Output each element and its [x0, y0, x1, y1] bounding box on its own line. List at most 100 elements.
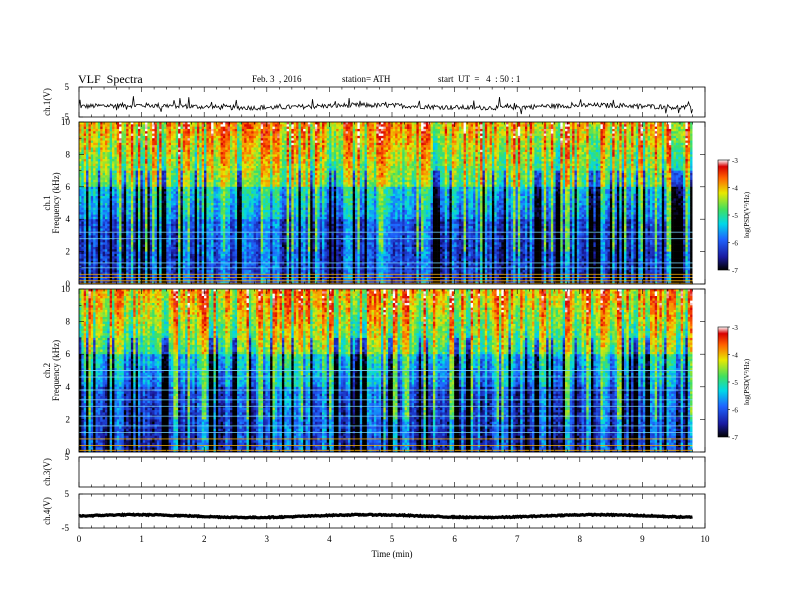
psd-cell [86, 270, 89, 273]
psd-cell [100, 182, 103, 185]
psd-cell [93, 249, 96, 252]
psd-cell [117, 127, 120, 130]
psd-cell [81, 259, 84, 262]
psd-cell [114, 203, 117, 206]
psd-cell [105, 154, 108, 157]
psd-cell [105, 215, 108, 218]
psd-cell [105, 249, 108, 252]
psd-cell [86, 219, 89, 222]
psd-cell [112, 233, 115, 236]
psd-cell [96, 208, 99, 211]
psd-cell [110, 141, 113, 144]
psd-cell [93, 224, 96, 227]
psd-cell [98, 263, 101, 266]
psd-cell [98, 212, 101, 215]
psd-cell [100, 247, 103, 250]
psd-cell [103, 210, 106, 213]
psd-cell [112, 205, 115, 208]
psd-cell [96, 240, 99, 243]
psd-cell [84, 159, 87, 162]
psd-cell [100, 161, 103, 164]
psd-cell [84, 203, 87, 206]
psd-cell [98, 240, 101, 243]
psd-cell [100, 173, 103, 176]
psd-cell [112, 145, 115, 148]
psd-cell [96, 147, 99, 150]
psd-cell [100, 228, 103, 231]
psd-cell [110, 270, 113, 273]
psd-cell [88, 201, 91, 204]
psd-cell [107, 178, 110, 181]
psd-cell [86, 161, 89, 164]
psd-cell [91, 252, 94, 255]
psd-cell [81, 210, 84, 213]
psd-cell [114, 252, 117, 255]
psd-cell [91, 136, 94, 139]
psd-cell [107, 240, 110, 243]
psd-cell [93, 161, 96, 164]
psd-cell [117, 143, 120, 146]
psd-cell [103, 166, 106, 169]
psd-cell [88, 208, 91, 211]
psd-cell [112, 187, 115, 190]
psd-cell [114, 166, 117, 169]
psd-cell [105, 228, 108, 231]
psd-cell [96, 161, 99, 164]
psd-cell [81, 161, 84, 164]
psd-cell [98, 256, 101, 259]
psd-cell [84, 205, 87, 208]
psd-cell [117, 228, 120, 231]
psd-cell [117, 203, 120, 206]
psd-cell [117, 270, 120, 273]
psd-cell [96, 196, 99, 199]
psd-cell [103, 212, 106, 215]
psd-cell [81, 256, 84, 259]
psd-cell [84, 173, 87, 176]
psd-cell [103, 159, 106, 162]
psd-cell [86, 168, 89, 171]
psd-cell [117, 166, 120, 169]
psd-cell [107, 212, 110, 215]
psd-cell [110, 131, 113, 134]
psd-cell [96, 159, 99, 162]
psd-cell [112, 184, 115, 187]
psd-cell [93, 235, 96, 238]
psd-cell [114, 147, 117, 150]
psd-cell [112, 154, 115, 157]
psd-cell [114, 222, 117, 225]
psd-cell [91, 184, 94, 187]
psd-cell [110, 210, 113, 213]
psd-cell [86, 175, 89, 178]
psd-cell [98, 270, 101, 273]
psd-cell [93, 242, 96, 245]
psd-cell [107, 184, 110, 187]
psd-cell [112, 166, 115, 169]
psd-cell [112, 245, 115, 248]
psd-cell [93, 252, 96, 255]
psd-cell [88, 138, 91, 141]
psd-cell [96, 254, 99, 257]
psd-cell [107, 171, 110, 174]
psd-cell [86, 191, 89, 194]
psd-cell [91, 178, 94, 181]
psd-cell [84, 131, 87, 134]
psd-cell [100, 256, 103, 259]
psd-cell [103, 275, 106, 278]
psd-cell [105, 159, 108, 162]
psd-cell [117, 141, 120, 144]
psd-cell [86, 150, 89, 153]
psd-cell [98, 136, 101, 139]
psd-cell [117, 187, 120, 190]
psd-cell [96, 275, 99, 278]
psd-cell [105, 259, 108, 262]
psd-cell [91, 143, 94, 146]
psd-cell [110, 205, 113, 208]
psd-cell [86, 184, 89, 187]
psd-cell [98, 159, 101, 162]
psd-cell [84, 235, 87, 238]
psd-cell [114, 150, 117, 153]
psd-cell [107, 147, 110, 150]
psd-cell [103, 235, 106, 238]
psd-cell [110, 226, 113, 229]
psd-cell [110, 194, 113, 197]
